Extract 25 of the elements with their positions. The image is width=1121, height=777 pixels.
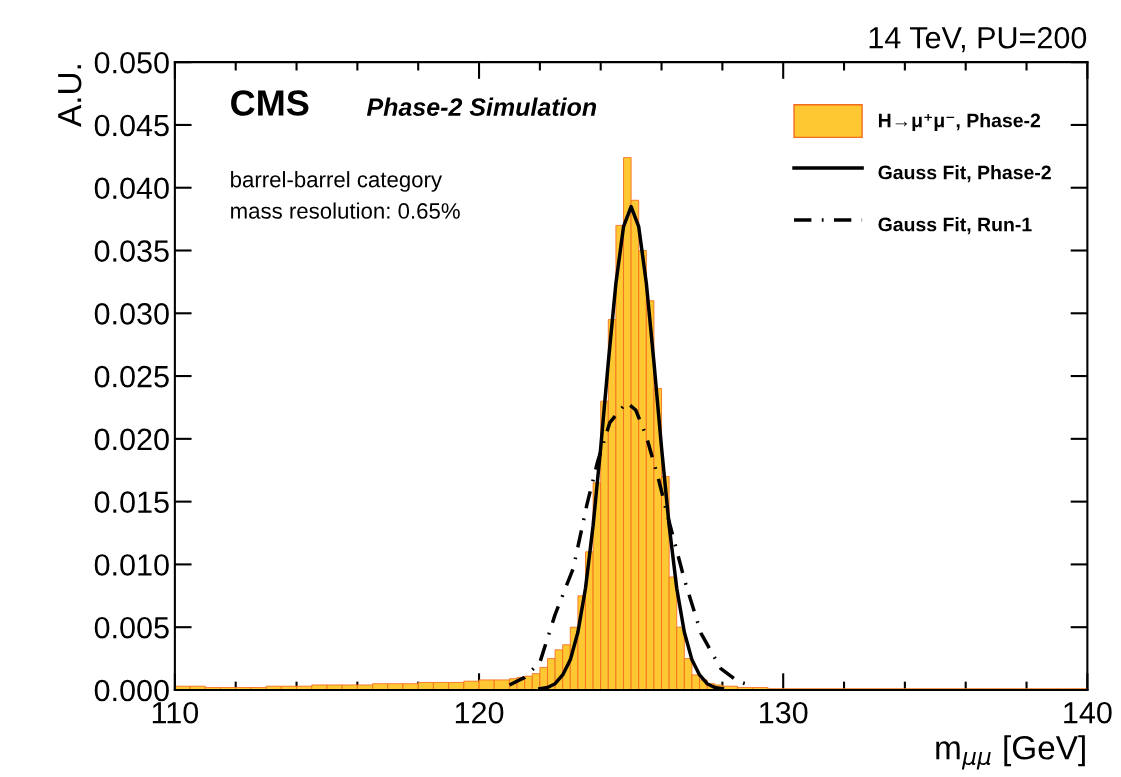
- legend-label: H→μ⁺μ⁻, Phase-2: [878, 113, 1041, 132]
- y-tick-label: 0.035: [94, 240, 169, 262]
- y-tick-label: 0.040: [94, 177, 169, 200]
- y-tick-label: 0.020: [94, 428, 169, 451]
- x-tick-label: 140: [1064, 701, 1112, 724]
- y-tick-label: 0.045: [94, 114, 169, 137]
- y-tick-label: 0.030: [94, 303, 169, 325]
- y-tick-label: 0.000: [94, 679, 169, 702]
- annotation: mass resolution: 0.65%: [231, 202, 460, 219]
- x-tick-label: 130: [760, 701, 808, 724]
- annotation: CMS: [231, 90, 309, 116]
- annotation: Phase-2 Simulation: [366, 97, 597, 116]
- y-tick-label: 0.005: [94, 616, 169, 639]
- y-tick-label: 0.050: [94, 51, 169, 74]
- y-axis-title: A.U.: [58, 65, 82, 127]
- legend-label: Gauss Fit, Run-1: [878, 217, 1032, 235]
- x-tick-label: 110: [152, 701, 199, 724]
- annotation: barrel-barrel category: [231, 171, 443, 192]
- x-tick-label: 120: [455, 701, 504, 724]
- text: 14 TeV, PU=200: [869, 26, 1087, 53]
- y-tick-label: 0.015: [94, 491, 169, 513]
- legend-label: Gauss Fit, Phase-2: [878, 165, 1051, 183]
- x-axis-title: m$_{μμ}$ [GeV]: [936, 735, 1085, 770]
- y-tick-label: 0.025: [94, 365, 169, 388]
- y-tick-label: 0.010: [94, 554, 169, 576]
